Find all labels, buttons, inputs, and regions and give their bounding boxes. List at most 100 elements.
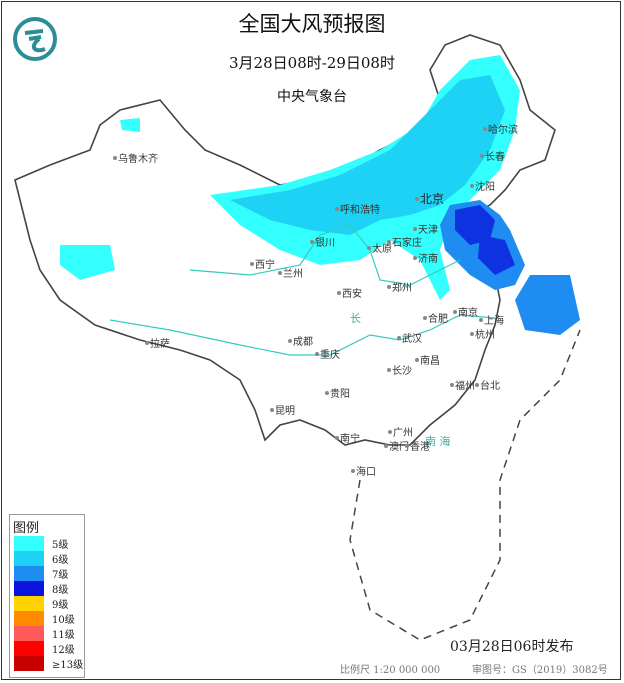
yangtze-river: [109, 314, 496, 356]
city-label: 香港: [410, 441, 430, 453]
city-marker: [470, 332, 474, 336]
city-marker: [483, 127, 487, 131]
city-label: 南京: [458, 306, 478, 319]
city-marker: [415, 358, 419, 362]
city-label: 合肥: [428, 312, 448, 325]
wind-area-6: [230, 75, 505, 235]
city-marker: [479, 318, 483, 322]
city-marker: [113, 156, 117, 160]
city-marker: [388, 430, 392, 434]
legend-title: 图例: [13, 521, 40, 536]
city-label: 西安: [342, 287, 362, 300]
city-marker: [470, 184, 474, 188]
forecast-period: 3月28日08时-29日08时: [229, 54, 395, 72]
city-marker: [413, 256, 417, 260]
city-label: 长春: [485, 151, 505, 163]
city-marker: [325, 391, 329, 395]
legend-label: 5级: [52, 540, 69, 551]
city-label: 成都: [293, 336, 313, 348]
legend-label: 7级: [52, 570, 69, 581]
legend: 图例 5级 6级 7级 8级 9级 10级 11级 12级 ≥13级: [9, 514, 85, 678]
city-marker: [415, 197, 419, 201]
city-label: 福州: [455, 379, 475, 392]
city-marker: [278, 271, 282, 275]
city-label: 拉萨: [150, 337, 170, 350]
city-label: 兰州: [283, 267, 303, 280]
city-label: 沈阳: [475, 180, 495, 193]
city-marker: [387, 285, 391, 289]
city-label: 银川: [315, 236, 335, 249]
city-label: 北京: [420, 192, 444, 206]
city-label: 长沙: [392, 365, 412, 377]
city-label: 南宁: [340, 432, 360, 445]
city-marker: [337, 291, 341, 295]
city-label: 澳门: [389, 440, 409, 453]
issue-time: 03月28日06时发布: [450, 639, 574, 655]
city-marker: [315, 352, 319, 356]
legend-swatch: [14, 551, 44, 566]
river-label: 长: [350, 312, 361, 325]
legend-item: 11级: [14, 626, 84, 641]
city-marker: [351, 469, 355, 473]
city-marker: [384, 444, 388, 448]
city-marker: [310, 240, 314, 244]
city-label: 贵阳: [330, 387, 350, 400]
map-approval-number: 审图号：GS（2019）3082号: [472, 665, 608, 676]
legend-swatch: [14, 656, 44, 671]
city-marker: [453, 310, 457, 314]
legend-label: 8级: [52, 585, 69, 596]
city-marker: [335, 436, 339, 440]
legend-label: 12级: [52, 645, 75, 656]
legend-label: 6级: [52, 555, 69, 566]
legend-swatch: [14, 611, 44, 626]
yellow-river: [189, 224, 461, 286]
city-label: 乌鲁木齐: [118, 152, 158, 165]
legend-item: ≥13级: [14, 656, 84, 671]
city-label: 西宁: [255, 258, 275, 271]
city-label: 呼和浩特: [340, 204, 380, 216]
legend-item: 12级: [14, 641, 84, 656]
city-label: 济南: [418, 252, 438, 265]
legend-label: 11级: [52, 630, 75, 641]
legend-label: ≥13级: [52, 660, 84, 671]
city-label: 哈尔滨: [488, 123, 518, 136]
city-marker: [387, 240, 391, 244]
legend-item: 6级: [14, 551, 84, 566]
city-marker: [480, 154, 484, 158]
map-title: 全国大风预报图: [238, 12, 386, 36]
legend-swatch: [14, 626, 44, 641]
legend-item: 8级: [14, 581, 84, 596]
legend-swatch: [14, 581, 44, 596]
city-label: 太原: [372, 242, 392, 255]
city-label: 郑州: [392, 281, 412, 294]
city-label: 石家庄: [392, 236, 422, 249]
city-marker: [270, 408, 274, 412]
legend-label: 9级: [52, 600, 69, 611]
wind-area-8: [455, 205, 515, 275]
legend-item: 7级: [14, 566, 84, 581]
city-label: 武汉: [402, 332, 422, 345]
legend-swatch: [14, 641, 44, 656]
city-marker: [335, 207, 339, 211]
city-marker: [250, 262, 254, 266]
city-marker: [397, 336, 401, 340]
map-scale: 比例尺 1:20 000 000: [340, 665, 441, 676]
agency-name: 中央气象台: [277, 89, 347, 105]
legend-label: 10级: [52, 615, 75, 626]
legend-item: 10级: [14, 611, 84, 626]
legend-item: 5级: [14, 536, 84, 551]
legend-swatch: [14, 566, 44, 581]
city-marker: [145, 341, 149, 345]
city-label: 南昌: [420, 354, 440, 367]
city-marker: [475, 383, 479, 387]
city-label: 上海: [484, 314, 504, 327]
city-marker: [367, 246, 371, 250]
city-label: 台北: [480, 379, 500, 392]
city-marker: [413, 227, 417, 231]
city-marker: [405, 444, 409, 448]
city-marker: [288, 339, 292, 343]
city-marker: [450, 383, 454, 387]
city-label: 昆明: [275, 405, 295, 417]
